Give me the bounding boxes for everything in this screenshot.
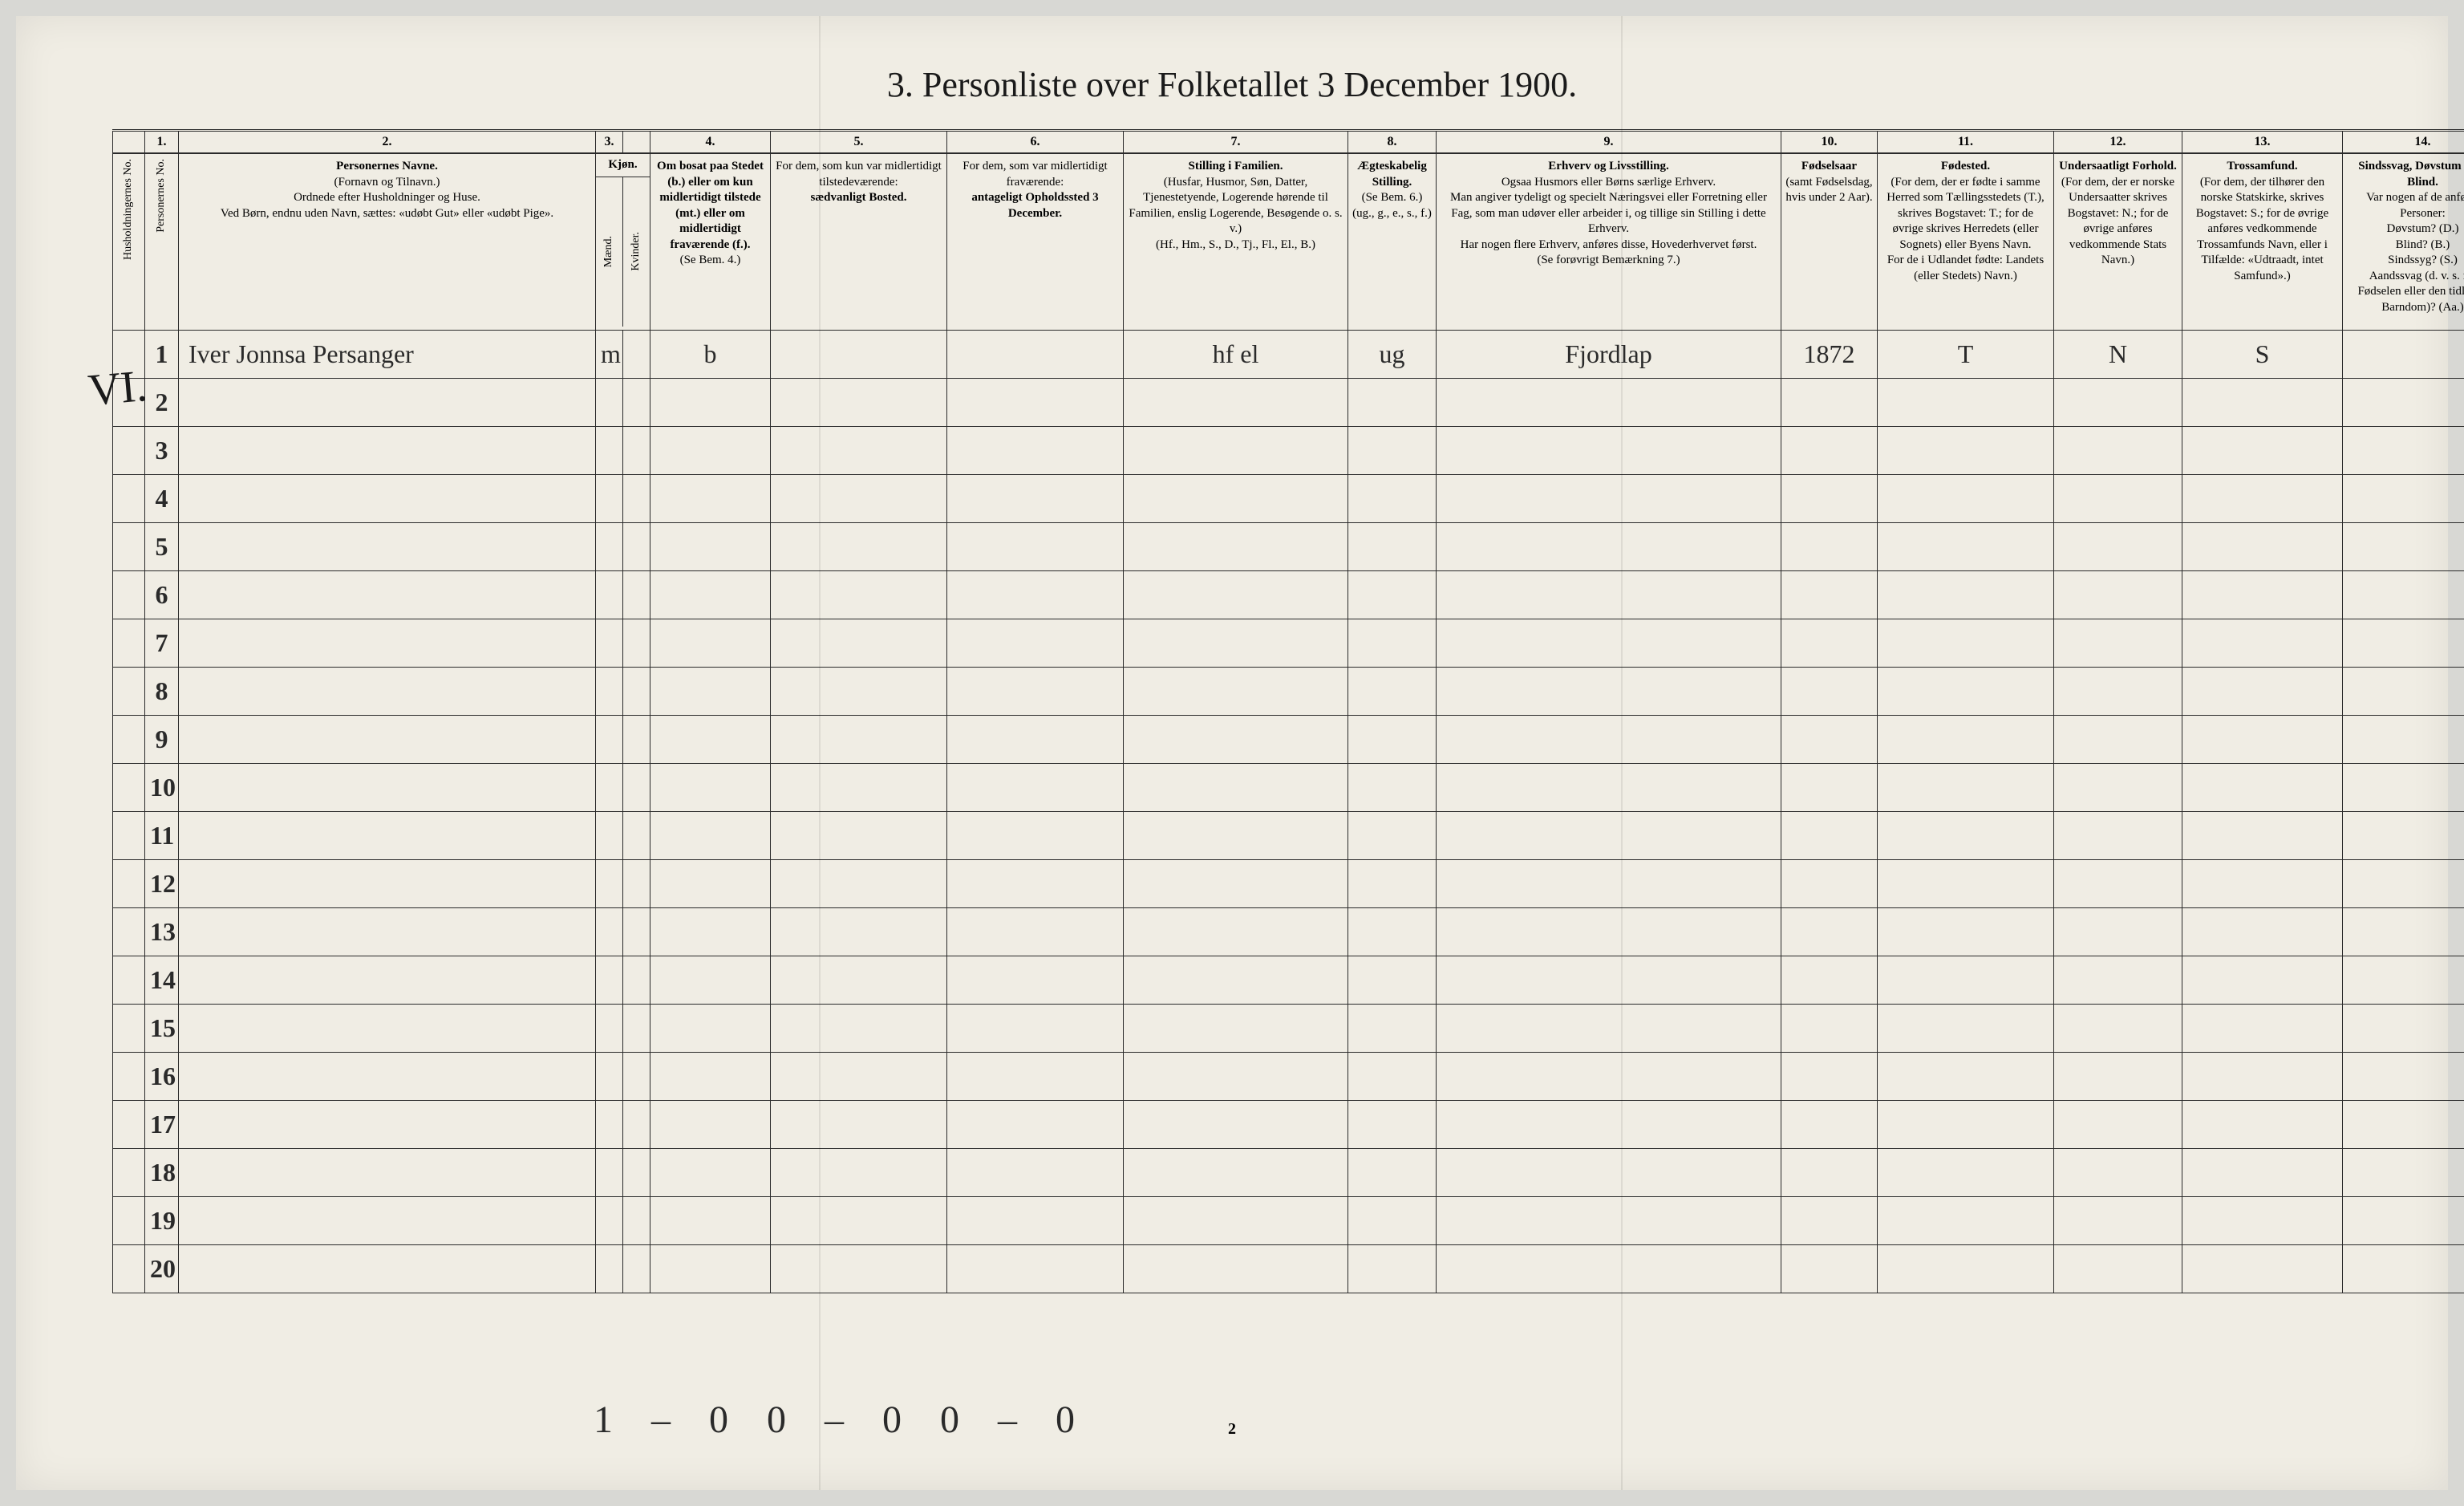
census-page: 3. Personliste over Folketallet 3 Decemb… [16, 16, 2448, 1490]
col-num: 10. [1781, 131, 1878, 154]
col-header: Ægteskabelig Stilling.(Se Bem. 6.)(ug., … [1348, 153, 1437, 330]
table-row: 9 [113, 715, 2464, 763]
table-row: 14 [113, 956, 2464, 1004]
col-num: 14. [2343, 131, 2464, 154]
table-row: 18 [113, 1148, 2464, 1196]
col-header-kjon: Kjøn.Mænd.Kvinder. [596, 153, 650, 330]
table-row: 12 [113, 859, 2464, 907]
col-num: 2. [179, 131, 596, 154]
col-header: Husholdningernes No. [113, 153, 145, 330]
table-row: 5 [113, 522, 2464, 570]
margin-annotation: VI. [86, 360, 148, 416]
col-header: For dem, som var midlertidigt fraværende… [947, 153, 1124, 330]
column-number-row: 1.2.3. 4.5.6.7.8.9.10.11.12.13.14. [113, 131, 2464, 154]
table-row: 19 [113, 1196, 2464, 1244]
col-header: Stilling i Familien.(Husfar, Husmor, Søn… [1124, 153, 1348, 330]
table-body: 1Iver Jonnsa Persangermbhf elugFjordlap1… [113, 330, 2464, 1293]
col-num [113, 131, 145, 154]
table-row: 8 [113, 667, 2464, 715]
table-row: 17 [113, 1100, 2464, 1148]
col-header: Trossamfund.(For dem, der tilhører den n… [2182, 153, 2343, 330]
col-num: 12. [2054, 131, 2182, 154]
col-num: 6. [947, 131, 1124, 154]
table-row: 7 [113, 619, 2464, 667]
census-table: 1.2.3. 4.5.6.7.8.9.10.11.12.13.14. Hushol… [112, 129, 2464, 1293]
col-header: For dem, som kun var midlertidigt tilste… [771, 153, 947, 330]
col-header: Fødested.(For dem, der er fødte i samme … [1878, 153, 2054, 330]
column-header-row: Husholdningernes No.Personernes No.Perso… [113, 153, 2464, 330]
table-row: 1Iver Jonnsa Persangermbhf elugFjordlap1… [113, 330, 2464, 378]
page-title: 3. Personliste over Folketallet 3 Decemb… [112, 64, 2352, 105]
col-header: Undersaatligt Forhold.(For dem, der er n… [2054, 153, 2182, 330]
col-num [623, 131, 650, 154]
col-num: 4. [650, 131, 771, 154]
col-num: 5. [771, 131, 947, 154]
col-num: 8. [1348, 131, 1437, 154]
col-num: 9. [1437, 131, 1781, 154]
col-num: 7. [1124, 131, 1348, 154]
table-row: 15 [113, 1004, 2464, 1052]
col-num: 1. [145, 131, 179, 154]
col-num: 3. [596, 131, 623, 154]
table-row: 3 [113, 426, 2464, 474]
table-row: 6 [113, 570, 2464, 619]
paper-fold [819, 16, 821, 1490]
table-row: 10 [113, 763, 2464, 811]
table-row: 11 [113, 811, 2464, 859]
table-row: 20 [113, 1244, 2464, 1293]
table-row: 16 [113, 1052, 2464, 1100]
col-header: Om bosat paa Stedet (b.) eller om kun mi… [650, 153, 771, 330]
footer-handwriting: 1 – 0 0 – 0 0 – 0 [594, 1398, 1089, 1442]
col-header: Erhverv og Livsstilling.Ogsaa Husmors el… [1437, 153, 1781, 330]
col-header: Sindssvag, Døvstum eller Blind.Var nogen… [2343, 153, 2464, 330]
printed-page-number: 2 [1228, 1420, 1236, 1439]
col-num: 13. [2182, 131, 2343, 154]
col-num: 11. [1878, 131, 2054, 154]
col-header: Personernes Navne.(Fornavn og Tilnavn.)O… [179, 153, 596, 330]
table-row: 13 [113, 907, 2464, 956]
table-row: 4 [113, 474, 2464, 522]
col-header: Fødselsaar(samt Fødselsdag, hvis under 2… [1781, 153, 1878, 330]
col-header: Personernes No. [145, 153, 179, 330]
paper-fold [1621, 16, 1623, 1490]
table-row: 2 [113, 378, 2464, 426]
